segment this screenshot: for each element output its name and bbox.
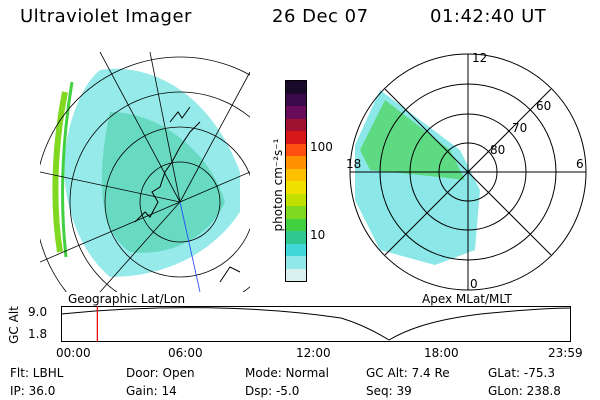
info-door: Door: Open [126,366,195,380]
alt-xtick-0000: 00:00 [56,346,91,360]
time-label: 01:42:40 UT [430,6,547,27]
alt-ytick-1.8: 1.8 [28,327,48,341]
alt-xtick-1800: 18:00 [424,346,459,360]
colorbar-swatch [286,231,306,244]
colorbar-swatch [286,118,306,131]
apex-polar-plot: 12 18 6 0 60 70 80 [346,51,587,291]
alt-ylabel: GC Alt [7,306,21,344]
info-mode: Mode: Normal [245,366,329,380]
date-label: 26 Dec 07 [272,6,369,27]
colorbar-unit-label: photon cm⁻²s⁻¹ [271,138,285,232]
geo-panel-label: Geographic Lat/Lon [68,292,186,306]
colorbar-swatch [286,268,306,281]
info-dsp: Dsp: -5.0 [245,384,300,398]
colorbar-swatch [286,143,306,156]
colorbar-swatch [286,243,306,256]
colorbar-swatch [286,193,306,206]
mlt-label-0: 0 [470,277,478,291]
colorbar-tick-100: 100 [310,140,333,154]
colorbar-swatch [286,93,306,106]
mlt-label-18: 18 [346,157,361,171]
info-gain: Gain: 14 [126,384,177,398]
mlat-label-80: 80 [490,143,505,157]
geographic-map [40,52,250,292]
colorbar-swatch [286,81,306,94]
colorbar-swatch [286,131,306,144]
colorbar-swatch [286,256,306,269]
colorbar-swatch [286,156,306,169]
colorbar-swatch [286,168,306,181]
altitude-plot [61,306,571,342]
colorbar [285,80,307,282]
colorbar-swatch [286,206,306,219]
mlt-label-12: 12 [472,51,487,65]
alt-xtick-2359: 23:59 [548,346,583,360]
mlt-label-6: 6 [576,157,584,171]
instrument-title: Ultraviolet Imager [20,6,192,27]
colorbar-tick-10: 10 [310,228,326,242]
info-flt: Flt: LBHL [10,366,64,380]
colorbar-swatch [286,106,306,119]
info-glon: GLon: 238.8 [488,384,561,398]
alt-xtick-0600: 06:00 [168,346,203,360]
info-glat: GLat: -75.3 [488,366,555,380]
apex-panel-label: Apex MLat/MLT [422,292,512,306]
colorbar-swatch [286,181,306,194]
alt-ytick-9: 9.0 [28,305,48,319]
colorbar-swatch [286,218,306,231]
info-ip: IP: 36.0 [10,384,56,398]
alt-xtick-1200: 12:00 [296,346,331,360]
mlat-label-70: 70 [512,121,527,135]
info-seq: Seq: 39 [366,384,412,398]
info-gc-alt: GC Alt: 7.4 Re [366,366,450,380]
mlat-label-60: 60 [536,99,551,113]
